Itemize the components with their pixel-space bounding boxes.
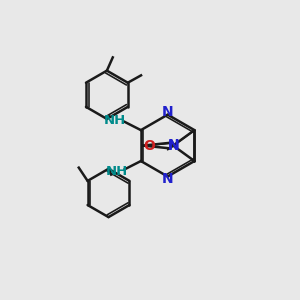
- Text: NH: NH: [105, 165, 128, 178]
- Text: N: N: [168, 140, 180, 153]
- Text: NH: NH: [104, 114, 126, 127]
- Text: N: N: [168, 138, 180, 152]
- Text: O: O: [143, 139, 155, 153]
- Text: N: N: [162, 105, 173, 119]
- Text: N: N: [162, 172, 173, 186]
